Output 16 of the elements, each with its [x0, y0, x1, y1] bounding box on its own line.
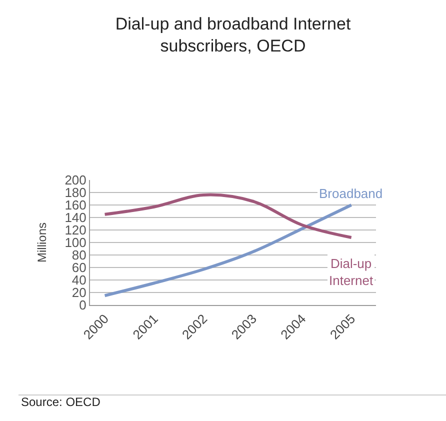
y-tick-label: 100 [64, 235, 86, 250]
y-tick-label: 40 [72, 272, 86, 288]
y-tick-label: 180 [64, 185, 86, 200]
y-tick-label: 80 [72, 248, 86, 263]
y-tick-label: 160 [64, 198, 86, 213]
y-tick-label: 20 [72, 285, 86, 300]
y-tick-label: 60 [72, 260, 86, 276]
y-tick-label: 140 [64, 210, 86, 226]
y-axis-title: Millions [34, 222, 49, 263]
y-tick-label: 0 [79, 298, 86, 313]
series-label: Broadband [319, 186, 383, 201]
y-tick-label: 120 [64, 222, 86, 238]
chart-title: Dial-up and broadband Internet subscribers, OECD [115, 14, 351, 56]
source-note: Source: OECD [21, 395, 101, 409]
series-label: Dial-up Internet [329, 256, 374, 288]
y-tick-label: 200 [64, 172, 86, 188]
